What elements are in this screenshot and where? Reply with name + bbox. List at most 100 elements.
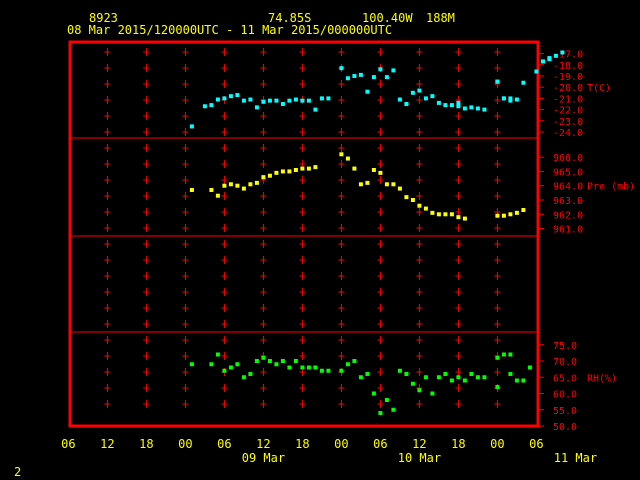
x-tick-label: 06 — [217, 437, 231, 451]
humidity-point — [443, 372, 448, 376]
x-date-label: 11 Mar — [554, 451, 597, 465]
humidity-point — [423, 375, 428, 380]
humidity-point — [436, 375, 441, 380]
pressure-point — [371, 168, 376, 172]
humidity-point — [300, 365, 305, 370]
humidity-point — [378, 411, 383, 415]
y-tick-label: 70.0 — [553, 357, 577, 368]
y-tick-label: 962.0 — [553, 210, 583, 221]
header-latitude: 74.85S — [268, 11, 312, 25]
humidity-point — [514, 378, 519, 383]
humidity-point — [371, 391, 376, 396]
humidity-point — [521, 378, 526, 383]
humidity-point — [456, 375, 461, 380]
header-station-id: 8923 — [89, 11, 118, 25]
pressure-point — [267, 173, 272, 178]
pressure-point — [189, 188, 194, 192]
y-tick-label: -23.0 — [553, 117, 583, 128]
humidity-point — [404, 372, 409, 376]
y-tick-label: 60.0 — [553, 390, 577, 401]
temperature-point — [228, 94, 233, 99]
humidity-point — [287, 365, 292, 370]
temperature-point — [313, 107, 318, 112]
humidity-point — [410, 381, 415, 386]
pressure-point — [241, 186, 246, 191]
temperature-point — [417, 88, 422, 93]
temperature-point — [274, 98, 279, 103]
pressure-point — [417, 203, 422, 208]
pressure-point — [495, 213, 500, 218]
pressure-point — [378, 170, 383, 175]
pressure-point — [280, 169, 285, 174]
y-tick-label: 966.0 — [553, 153, 583, 164]
pressure-point — [456, 215, 461, 220]
temperature-point — [189, 124, 194, 129]
humidity-point — [235, 362, 240, 367]
temperature-point — [495, 79, 500, 84]
temperature-point — [345, 76, 350, 81]
pressure-point — [358, 182, 363, 187]
temperature-point — [410, 90, 415, 95]
plot-frame — [68, 40, 540, 428]
pressure-point — [306, 166, 311, 171]
temperature-point — [287, 98, 292, 103]
temperature-point — [384, 75, 389, 80]
temperature-point — [443, 103, 448, 108]
x-tick-label: 18 — [295, 437, 309, 451]
humidity-point — [469, 372, 474, 376]
humidity-point — [417, 388, 422, 393]
pressure-point — [391, 182, 396, 187]
pressure-point — [345, 156, 350, 161]
x-tick-label: 00 — [178, 437, 192, 451]
y-tick-label: 961.0 — [553, 225, 583, 236]
temperature-point — [456, 100, 461, 105]
temperature-point — [300, 98, 305, 103]
y-tick-label: 50.0 — [553, 422, 577, 433]
humidity-point — [339, 368, 344, 373]
temperature-point — [378, 67, 383, 72]
temperature-point — [202, 104, 207, 109]
pressure-point — [352, 166, 357, 171]
temperature-point — [469, 105, 474, 110]
temperature-point — [293, 97, 298, 102]
pressure-point — [404, 195, 409, 200]
humidity-point — [215, 352, 220, 357]
humidity-point — [326, 368, 331, 373]
y-tick-label: -20.0 — [553, 83, 583, 94]
page-number: 2 — [14, 465, 22, 479]
humidity-point — [495, 385, 500, 389]
temperature-point — [222, 96, 227, 101]
y-tick-label: -17.0 — [553, 50, 583, 61]
temperature-point — [391, 68, 396, 73]
humidity-point — [365, 372, 370, 376]
humidity-point — [241, 375, 246, 380]
pressure-point — [423, 206, 428, 211]
temperature-point — [254, 105, 259, 110]
x-tick-label: 06 — [373, 437, 387, 451]
y-tick-label: 964.0 — [553, 182, 583, 193]
pressure-point — [501, 213, 506, 218]
temperature-point — [306, 98, 311, 103]
pressure-point — [222, 183, 227, 188]
x-tick-label: 12 — [412, 437, 426, 451]
temperature-point — [514, 97, 519, 102]
pressure-point — [410, 198, 415, 202]
y-tick-label: -19.0 — [553, 72, 583, 83]
temperature-point — [235, 93, 240, 98]
humidity-point — [209, 362, 214, 367]
humidity-point — [449, 378, 454, 383]
humidity-point — [222, 368, 227, 373]
temperature-point — [397, 97, 402, 102]
humidity-point — [189, 362, 194, 367]
humidity-point — [352, 359, 357, 363]
x-tick-label: 00 — [490, 437, 504, 451]
header-elevation: 188M — [426, 11, 455, 25]
y-tick-label: 65.0 — [553, 373, 577, 384]
humidity-point — [430, 391, 435, 396]
humidity-point — [280, 359, 285, 363]
temperature-point — [534, 69, 539, 74]
x-date-label: 10 Mar — [398, 451, 441, 465]
humidity-point — [267, 359, 272, 363]
header-date-range: 08 Mar 2015/120000UTC - 11 Mar 2015/0000… — [67, 23, 393, 37]
